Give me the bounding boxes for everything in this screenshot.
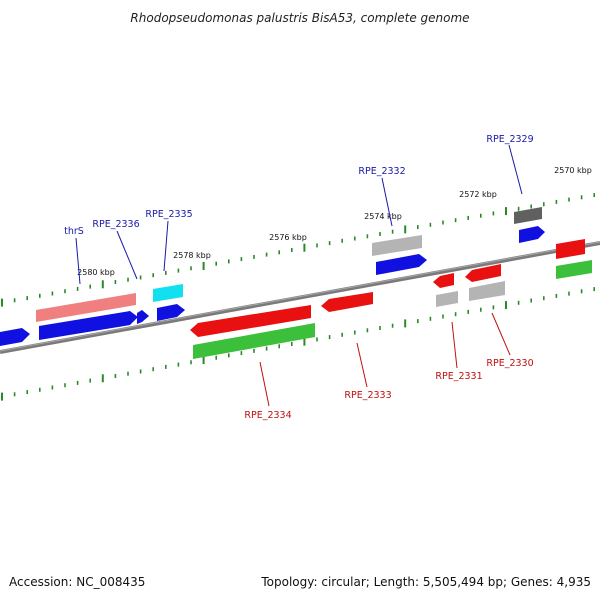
gene-feature[interactable] bbox=[0, 328, 30, 346]
gene-feature[interactable] bbox=[137, 310, 149, 324]
genome-summary-text: Topology: circular; Length: 5,505,494 bp… bbox=[260, 575, 591, 589]
leader-line bbox=[357, 343, 367, 387]
gene-label[interactable]: RPE_2331 bbox=[435, 371, 482, 382]
label-leaders bbox=[76, 145, 522, 406]
gene-feature[interactable] bbox=[321, 292, 373, 312]
gene-feature[interactable] bbox=[376, 254, 427, 275]
tick-label: 2576 kbp bbox=[269, 233, 307, 242]
leader-line bbox=[492, 313, 510, 355]
gene-feature[interactable] bbox=[372, 235, 422, 256]
gene-feature[interactable] bbox=[436, 291, 458, 307]
gene-feature[interactable] bbox=[556, 260, 592, 279]
gene-feature[interactable] bbox=[469, 281, 505, 301]
gene-label[interactable]: RPE_2330 bbox=[486, 358, 533, 369]
gene-labels: thrS RPE_2336 RPE_2335 RPE_2332 RPE_2329… bbox=[64, 134, 533, 421]
map-title: Rhodopseudomonas palustris BisA53, compl… bbox=[130, 11, 469, 25]
gene-label[interactable]: RPE_2336 bbox=[92, 219, 139, 230]
gene-feature[interactable] bbox=[433, 273, 454, 288]
accession-text: Accession: NC_008435 bbox=[9, 575, 145, 589]
tick-label: 2570 kbp bbox=[554, 166, 592, 175]
leader-line bbox=[452, 322, 457, 368]
gene-label[interactable]: RPE_2334 bbox=[244, 410, 291, 421]
tick-label: 2572 kbp bbox=[459, 190, 497, 199]
leader-line bbox=[509, 145, 522, 194]
gene-label[interactable]: RPE_2335 bbox=[145, 209, 192, 220]
leader-line bbox=[117, 231, 137, 279]
gene-label[interactable]: RPE_2333 bbox=[344, 390, 391, 401]
gene-feature[interactable] bbox=[153, 284, 183, 302]
outer-tick-row bbox=[2, 193, 594, 307]
leader-line bbox=[164, 221, 168, 271]
tick-label: 2578 kbp bbox=[173, 251, 211, 260]
gene-feature[interactable] bbox=[519, 226, 545, 243]
gene-label[interactable]: thrS bbox=[64, 226, 84, 237]
gene-label[interactable]: RPE_2329 bbox=[486, 134, 533, 145]
leader-line bbox=[76, 238, 80, 284]
gene-feature[interactable] bbox=[556, 239, 585, 259]
leader-line bbox=[260, 362, 269, 406]
tick-label: 2580 kbp bbox=[77, 268, 115, 277]
tick-label: 2574 kbp bbox=[364, 212, 402, 221]
gene-label[interactable]: RPE_2332 bbox=[358, 166, 405, 177]
